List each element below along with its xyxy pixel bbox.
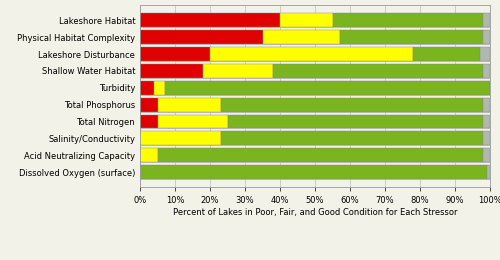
Bar (158, 148, 483, 162)
Bar (158, 115, 228, 128)
X-axis label: Percent of Lakes in Poor, Fair, and Good Condition for Each Stressor: Percent of Lakes in Poor, Fair, and Good… (173, 208, 457, 217)
Bar (273, 64, 483, 78)
Bar (140, 165, 490, 179)
Bar (140, 115, 490, 128)
Bar (483, 64, 490, 78)
Bar (210, 47, 413, 61)
Bar (262, 30, 340, 44)
Bar (280, 14, 332, 27)
Bar (483, 131, 490, 145)
Bar (486, 165, 490, 179)
Bar (140, 98, 158, 112)
Bar (228, 115, 483, 128)
Bar (483, 148, 490, 162)
Bar (140, 47, 490, 61)
Bar (140, 64, 203, 78)
Bar (140, 47, 210, 61)
Bar (483, 30, 490, 44)
Bar (140, 165, 486, 179)
Bar (140, 131, 220, 145)
Bar (140, 81, 154, 95)
Bar (483, 14, 490, 27)
Bar (413, 47, 480, 61)
Bar (483, 98, 490, 112)
Bar (140, 115, 158, 128)
Bar (220, 98, 483, 112)
Bar (203, 64, 273, 78)
Bar (140, 81, 490, 95)
Bar (140, 148, 490, 162)
Bar (154, 81, 164, 95)
Bar (140, 30, 262, 44)
Bar (220, 131, 483, 145)
Bar (140, 64, 490, 78)
Bar (140, 131, 490, 145)
Bar (332, 14, 483, 27)
Bar (158, 98, 220, 112)
Bar (140, 14, 490, 27)
Bar (164, 81, 490, 95)
Bar (140, 14, 280, 27)
Bar (140, 30, 490, 44)
Bar (483, 115, 490, 128)
Bar (140, 148, 158, 162)
Bar (480, 47, 490, 61)
Bar (340, 30, 483, 44)
Bar (140, 98, 490, 112)
